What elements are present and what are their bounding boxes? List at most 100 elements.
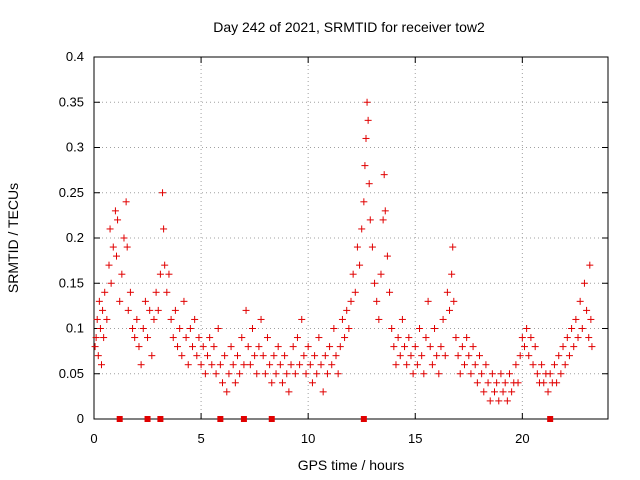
data-point	[296, 361, 304, 369]
data-point	[488, 370, 496, 378]
data-point	[461, 361, 469, 369]
data-point	[347, 297, 355, 305]
data-point	[388, 325, 396, 332]
data-point	[341, 334, 349, 342]
data-point	[546, 370, 554, 378]
data-points	[91, 98, 596, 405]
data-point	[210, 343, 218, 351]
data-point	[206, 334, 214, 342]
data-point	[334, 370, 342, 378]
data-point	[298, 315, 306, 323]
data-point	[416, 325, 424, 332]
y-tick-label: 0.1	[66, 321, 84, 336]
baseline-marker	[116, 416, 123, 422]
data-point	[420, 370, 428, 378]
data-point	[576, 297, 584, 305]
data-point	[165, 270, 173, 278]
data-point	[160, 225, 168, 233]
data-point	[476, 352, 483, 360]
data-point	[458, 343, 466, 351]
data-point	[231, 379, 239, 387]
data-point	[411, 343, 419, 351]
data-point	[283, 370, 291, 378]
data-point	[588, 343, 596, 351]
data-point	[398, 315, 406, 323]
data-point	[152, 288, 160, 296]
data-point	[242, 306, 250, 314]
data-point	[94, 352, 102, 360]
data-point	[159, 189, 167, 197]
data-point	[148, 352, 156, 360]
data-point	[379, 216, 387, 224]
data-point	[105, 261, 113, 269]
data-point	[426, 343, 434, 351]
baseline-marker	[360, 416, 367, 422]
data-point	[253, 370, 261, 378]
data-point	[126, 288, 134, 296]
data-point	[139, 325, 147, 332]
data-point	[263, 334, 271, 342]
data-point	[174, 343, 182, 351]
data-point	[533, 370, 541, 378]
data-point	[452, 334, 460, 342]
axis-ticks: 0 0.05 0.1 0.15 0.2 0.25 0.3 0.35 0.4 0 5 10 15 20	[59, 49, 608, 446]
data-point	[493, 379, 501, 387]
y-tick-label: 0.3	[66, 140, 84, 155]
data-point	[150, 315, 158, 323]
data-point	[208, 361, 216, 369]
data-point	[111, 207, 119, 215]
data-point	[311, 352, 319, 360]
data-point	[441, 352, 449, 360]
data-point	[503, 397, 511, 405]
data-point	[568, 325, 576, 332]
data-point	[248, 325, 256, 332]
data-point	[184, 361, 192, 369]
data-point	[454, 352, 462, 360]
data-point	[197, 361, 205, 369]
data-point	[144, 334, 152, 342]
data-point	[328, 361, 336, 369]
data-point	[362, 134, 370, 142]
data-point	[431, 325, 439, 332]
data-point	[161, 261, 169, 269]
x-tick-label: 10	[301, 431, 315, 446]
data-point	[96, 325, 104, 332]
data-point	[107, 279, 115, 287]
data-point	[221, 352, 229, 360]
data-point	[315, 334, 323, 342]
data-point	[495, 397, 503, 405]
data-point	[386, 288, 394, 296]
data-point	[268, 379, 276, 387]
data-point	[193, 352, 201, 360]
data-point	[306, 361, 314, 369]
x-axis-label: GPS time / hours	[298, 457, 405, 473]
data-point	[120, 234, 128, 242]
data-point	[287, 361, 295, 369]
data-point	[413, 361, 421, 369]
x-tick-label: 15	[408, 431, 422, 446]
data-point	[332, 352, 340, 360]
baseline-marker	[268, 416, 275, 422]
grid	[94, 57, 608, 419]
data-point	[169, 334, 177, 342]
data-point	[212, 370, 220, 378]
data-point	[561, 361, 569, 369]
data-point	[559, 343, 567, 351]
data-point	[291, 370, 299, 378]
data-point	[478, 370, 486, 378]
data-point	[255, 343, 263, 351]
data-point	[565, 352, 573, 360]
data-point	[313, 370, 321, 378]
data-point	[409, 370, 417, 378]
data-point	[585, 334, 593, 342]
data-point	[92, 334, 100, 342]
data-point	[278, 379, 286, 387]
data-point	[553, 379, 561, 387]
data-point	[486, 397, 494, 405]
data-point	[499, 388, 507, 396]
baseline-marker	[547, 416, 554, 422]
data-point	[448, 270, 456, 278]
data-point	[319, 388, 327, 396]
data-point	[480, 388, 488, 396]
data-point	[375, 315, 383, 323]
